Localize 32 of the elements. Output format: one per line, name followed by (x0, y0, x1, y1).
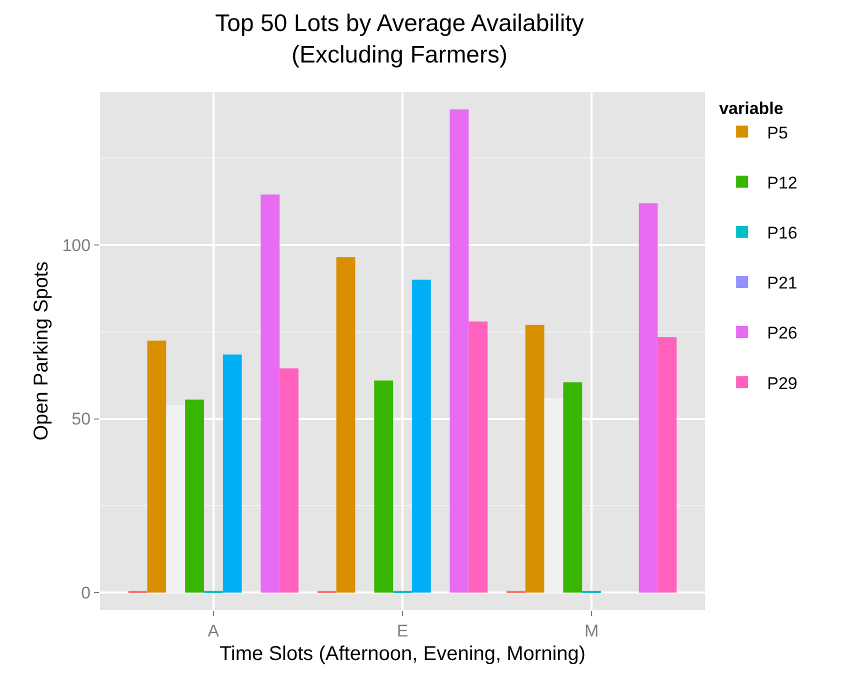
bar (280, 368, 299, 593)
legend-title: variable (719, 99, 784, 118)
y-tick-label: 100 (62, 236, 91, 255)
bar (374, 380, 394, 593)
x-tick-label: M (584, 621, 599, 640)
chart-title: Top 50 Lots by Average Availability (Excluding Farmers) (215, 10, 584, 68)
bar (563, 382, 582, 593)
legend-label: P16 (767, 223, 798, 242)
bar (147, 340, 166, 593)
legend-label: P12 (767, 173, 798, 192)
bar (222, 354, 242, 593)
bar (185, 400, 204, 593)
bar (468, 321, 488, 593)
y-tick-label: 50 (72, 410, 91, 429)
bar (638, 203, 658, 593)
bar (450, 109, 469, 593)
x-tick-label: A (208, 621, 220, 640)
x-axis-title: Time Slots (Afternoon, Evening, Morning) (219, 642, 586, 665)
bar (544, 398, 564, 593)
bar (412, 280, 431, 593)
x-tick-label: E (396, 621, 408, 640)
legend-label: P5 (767, 123, 788, 142)
bar (166, 404, 186, 593)
y-tick-label: 0 (81, 584, 91, 603)
legend-label: P21 (767, 274, 798, 293)
bar (658, 337, 677, 593)
bar (260, 194, 280, 593)
legend-label: P26 (767, 324, 798, 343)
bar (336, 257, 356, 593)
legend-label: P29 (767, 374, 798, 393)
y-axis-title: Open Parking Spots (30, 262, 53, 440)
bar (525, 324, 544, 593)
